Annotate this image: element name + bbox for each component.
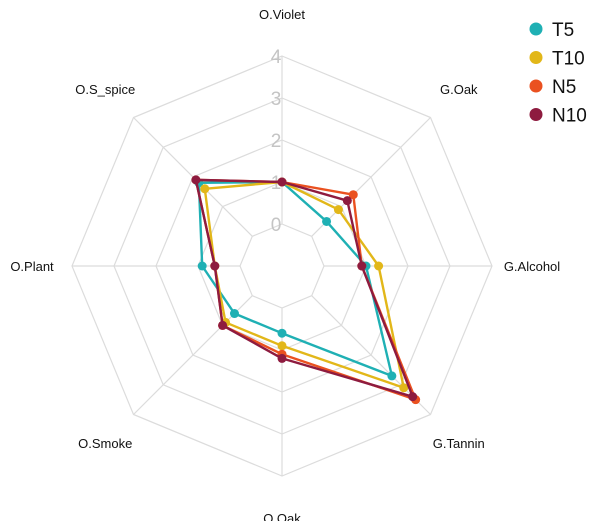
series-line-t10 bbox=[203, 180, 405, 389]
data-point-n10-g-tannin bbox=[408, 392, 418, 402]
axis-label-o-smoke: O.Smoke bbox=[78, 436, 132, 451]
legend-item-t10: T10 bbox=[529, 49, 585, 70]
grid-ring-1 bbox=[239, 223, 325, 309]
legend-label-t5: T5 bbox=[552, 20, 574, 41]
legend-item-n10: N10 bbox=[529, 106, 587, 127]
axis-label-o-s-spice: O.S_spice bbox=[75, 82, 135, 97]
data-point-t10-o-oak bbox=[277, 341, 287, 351]
data-point-t5-g-oak bbox=[322, 216, 332, 226]
axis-label-o-violet: O.Violet bbox=[259, 7, 305, 22]
legend-item-n5: N5 bbox=[529, 77, 576, 98]
legend-item-t5: T5 bbox=[529, 20, 574, 41]
data-point-t5-o-smoke bbox=[229, 309, 239, 319]
series-t10 bbox=[200, 177, 409, 393]
legend: T5 T10 N5 N10 bbox=[529, 20, 587, 127]
tick-label: 0 bbox=[271, 215, 282, 236]
grid-spoke-1 bbox=[311, 117, 431, 237]
data-point-t10-g-oak bbox=[333, 205, 343, 215]
axis-label-g-tannin: G.Tannin bbox=[433, 436, 485, 451]
data-point-n10-o-oak bbox=[277, 353, 287, 363]
series-layer bbox=[191, 175, 421, 405]
data-point-n10-o-violet bbox=[277, 177, 287, 187]
data-point-t10-g-alcohol bbox=[374, 261, 384, 271]
tick-label: 2 bbox=[271, 131, 282, 152]
data-point-n5-g-oak bbox=[348, 190, 358, 200]
axis-label-g-alcohol: G.Alcohol bbox=[504, 259, 560, 274]
legend-marker-t5 bbox=[529, 22, 543, 36]
data-point-t5-o-oak bbox=[277, 328, 287, 338]
data-point-t10-g-tannin bbox=[399, 383, 409, 393]
data-point-n10-g-alcohol bbox=[357, 261, 367, 271]
data-point-t5-g-tannin bbox=[387, 371, 397, 381]
tick-label: 3 bbox=[271, 89, 282, 110]
legend-marker-n5 bbox=[529, 79, 543, 93]
series-n10 bbox=[191, 175, 418, 402]
axis-label-g-oak: G.Oak bbox=[440, 82, 478, 97]
data-point-n10-g-oak bbox=[342, 196, 352, 206]
legend-marker-n10 bbox=[529, 108, 543, 121]
axis-labels: O.Violet G.Oak G.Alcohol G.Tannin O.Oak O.Smo… bbox=[10, 7, 560, 521]
tick-label: 4 bbox=[271, 47, 282, 68]
legend-label-n10: N10 bbox=[552, 106, 587, 127]
data-point-n10-o-plant bbox=[210, 261, 220, 271]
data-point-n10-o-s-spice bbox=[191, 175, 201, 185]
axis-label-o-plant: O.Plant bbox=[10, 259, 54, 274]
data-point-t5-o-plant bbox=[197, 261, 207, 271]
radar-grid bbox=[71, 55, 493, 477]
axis-label-o-oak: O.Oak bbox=[263, 511, 301, 521]
legend-marker-t10 bbox=[529, 51, 543, 64]
data-point-n10-o-smoke bbox=[218, 320, 228, 330]
data-point-t10-o-s-spice bbox=[200, 184, 210, 194]
legend-label-t10: T10 bbox=[552, 49, 585, 70]
legend-label-n5: N5 bbox=[552, 77, 576, 98]
